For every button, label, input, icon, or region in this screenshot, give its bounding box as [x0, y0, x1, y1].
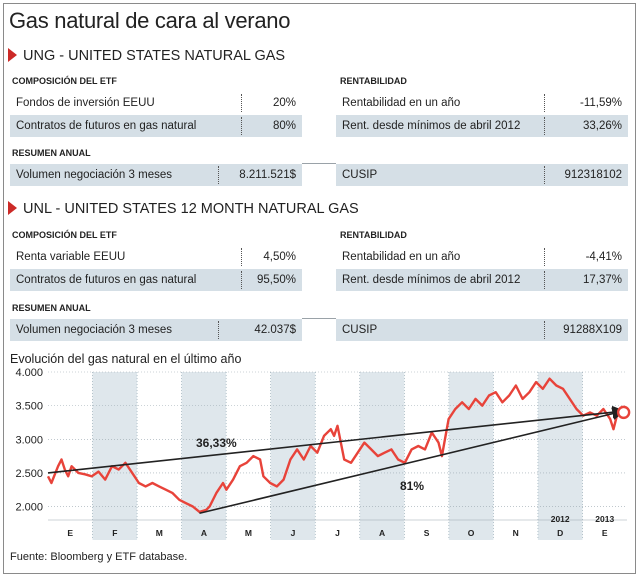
section1-heading-text: UNG - UNITED STATES NATURAL GAS — [23, 48, 286, 64]
y-tick-label: 3.000 — [15, 434, 43, 446]
month-band — [359, 372, 405, 540]
month-label: A — [379, 528, 385, 538]
y-tick-label: 2.000 — [15, 502, 43, 514]
divider — [544, 321, 545, 339]
connector-line — [302, 163, 336, 164]
row-label: Rent. desde mínimos de abril 2012 — [342, 120, 521, 132]
row-value: 8.211.521$ — [239, 169, 296, 181]
section1-volumen-row: Volumen negociación 3 meses 8.211.521$ — [10, 164, 302, 186]
section1-heading: UNG - UNITED STATES NATURAL GAS — [8, 48, 285, 64]
year-label: 2012 — [551, 514, 570, 524]
row-label: Renta variable EEUU — [16, 251, 126, 263]
month-label: A — [201, 528, 207, 538]
row-label: Rent. desde mínimos de abril 2012 — [342, 274, 521, 286]
red-triangle-icon — [8, 48, 17, 62]
section2-rentabilidad-label: RENTABILIDAD — [340, 230, 407, 240]
month-label: J — [291, 528, 296, 538]
section1-composition-row-2: Contratos de futuros en gas natural 80% — [10, 115, 302, 137]
divider — [218, 321, 219, 339]
section2-composition-row-1: Renta variable EEUU 4,50% — [10, 246, 302, 268]
divider — [544, 94, 545, 112]
month-band — [92, 372, 138, 540]
year-label: 2013 — [595, 514, 614, 524]
divider — [241, 94, 242, 112]
trend-label: 81% — [400, 479, 424, 493]
row-value: 912318102 — [564, 169, 622, 181]
section1-cusip-row: CUSIP 912318102 — [336, 164, 628, 186]
row-label: Fondos de inversión EEUU — [16, 97, 155, 109]
row-value: 20% — [272, 97, 296, 109]
page-title: Gas natural de cara al verano — [9, 8, 291, 33]
divider — [241, 248, 242, 266]
connector-line — [302, 318, 336, 319]
row-value: 17,37% — [582, 274, 622, 286]
divider — [241, 271, 242, 289]
row-value: 95,50% — [256, 274, 296, 286]
divider — [218, 166, 219, 184]
month-label: M — [245, 528, 252, 538]
price-line — [46, 377, 625, 514]
section1-rentabilidad-row-2: Rent. desde mínimos de abril 2012 33,26% — [336, 115, 628, 137]
trend-label: 36,33% — [196, 436, 237, 450]
divider — [241, 117, 242, 135]
divider — [544, 271, 545, 289]
month-label: F — [112, 528, 117, 538]
section2-rentabilidad-row-2: Rent. desde mínimos de abril 2012 17,37% — [336, 269, 628, 291]
month-label: E — [602, 528, 608, 538]
month-label: O — [468, 528, 475, 538]
row-label: Rentabilidad en un año — [342, 251, 461, 263]
row-label: Volumen negociación 3 meses — [16, 169, 172, 181]
section2-heading-text: UNL - UNITED STATES 12 MONTH NATURAL GAS — [23, 201, 359, 217]
section2-volumen-row: Volumen negociación 3 meses 42.037$ — [10, 319, 302, 341]
source-note: Fuente: Bloomberg y ETF database. — [10, 551, 188, 563]
divider — [544, 117, 545, 135]
section2-heading: UNL - UNITED STATES 12 MONTH NATURAL GAS — [8, 201, 359, 217]
row-label: CUSIP — [342, 324, 378, 336]
section1-resumen-label: RESUMEN ANUAL — [12, 148, 91, 158]
month-band — [537, 372, 583, 540]
y-tick-label: 2.500 — [15, 468, 43, 480]
month-label: S — [424, 528, 430, 538]
plot-area — [48, 372, 627, 540]
section2-cusip-row: CUSIP 91288X109 — [336, 319, 628, 341]
y-tick-label: 4.000 — [15, 367, 43, 379]
row-label: CUSIP — [342, 169, 378, 181]
section2-rentabilidad-row-1: Rentabilidad en un año -4,41% — [336, 246, 628, 268]
row-label: Contratos de futuros en gas natural — [16, 274, 197, 286]
y-tick-label: 3.500 — [15, 401, 43, 413]
month-label: N — [513, 528, 519, 538]
section1-rentabilidad-label: RENTABILIDAD — [340, 76, 407, 86]
row-value: 80% — [272, 120, 296, 132]
month-label: M — [156, 528, 163, 538]
month-label: E — [67, 528, 73, 538]
red-triangle-icon — [8, 201, 17, 215]
month-label: D — [557, 528, 563, 538]
row-label: Contratos de futuros en gas natural — [16, 120, 197, 132]
divider — [544, 166, 545, 184]
row-value: 91288X109 — [563, 324, 622, 336]
section2-composition-label: COMPOSICIÓN DEL ETF — [12, 230, 117, 240]
row-label: Rentabilidad en un año — [342, 97, 461, 109]
section1-composition-label: COMPOSICIÓN DEL ETF — [12, 76, 117, 86]
chart-title: Evolución del gas natural en el último a… — [10, 352, 242, 366]
row-value: 4,50% — [263, 251, 296, 263]
section1-rentabilidad-row-1: Rentabilidad en un año -11,59% — [336, 92, 628, 114]
month-label: J — [335, 528, 340, 538]
row-value: -11,59% — [580, 97, 622, 109]
divider — [544, 248, 545, 266]
trendline — [199, 407, 626, 515]
row-value: 33,26% — [582, 120, 622, 132]
row-value: -4,41% — [585, 251, 622, 263]
section2-composition-row-2: Contratos de futuros en gas natural 95,5… — [10, 269, 302, 291]
row-label: Volumen negociación 3 meses — [16, 324, 172, 336]
section1-composition-row-1: Fondos de inversión EEUU 20% — [10, 92, 302, 114]
end-marker — [616, 405, 631, 420]
section2-resumen-label: RESUMEN ANUAL — [12, 303, 91, 313]
row-value: 42.037$ — [254, 324, 296, 336]
trendline — [47, 405, 626, 474]
